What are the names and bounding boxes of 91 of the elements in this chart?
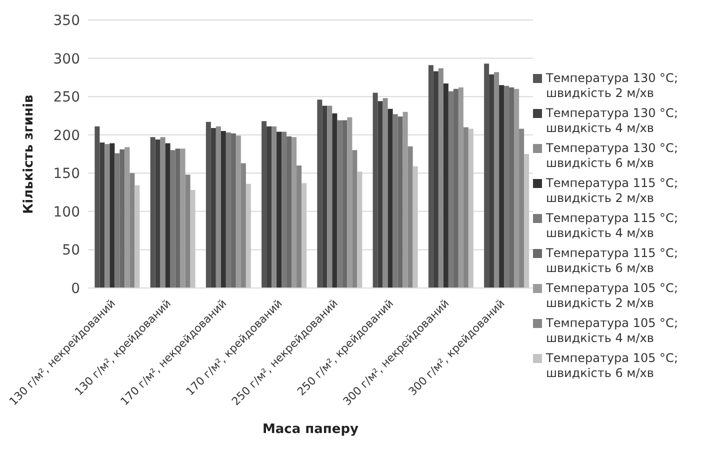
bar [408, 146, 413, 288]
bar [230, 133, 236, 288]
bar [433, 71, 438, 288]
bar [499, 85, 504, 288]
bar [398, 116, 403, 288]
bar [352, 150, 358, 288]
bar [185, 174, 190, 288]
legend-label: Температура 130 °C; швидкість 4 м/хв [546, 106, 679, 136]
bar [468, 128, 474, 288]
bar [165, 143, 170, 288]
bar [428, 65, 434, 288]
bar [206, 122, 211, 288]
bar [342, 120, 348, 288]
bar [519, 128, 524, 288]
bar [327, 106, 332, 288]
bar [484, 64, 490, 288]
bar [282, 132, 287, 288]
bar [286, 136, 292, 288]
bar [489, 74, 494, 288]
bar [458, 87, 464, 288]
y-tick-label: 200 [53, 128, 80, 144]
bar [402, 112, 408, 288]
bar [272, 126, 277, 288]
bar [453, 88, 458, 288]
bar [155, 139, 160, 288]
legend-label: Температура 115 °C; швидкість 4 м/хв [546, 210, 679, 240]
y-tick-label: 250 [53, 90, 80, 106]
bar [382, 98, 388, 288]
legend-label: Температура 130 °C; швидкість 2 м/хв [546, 70, 679, 100]
bar [317, 100, 322, 288]
bar [170, 150, 176, 288]
bar [220, 131, 226, 288]
bar [100, 142, 105, 288]
y-tick-label: 100 [53, 204, 80, 220]
bar [322, 106, 328, 288]
legend-label: Температура 130 °C; швидкість 6 м/хв [546, 140, 679, 170]
y-tick-label: 50 [62, 242, 80, 259]
bar [337, 120, 342, 288]
bar [494, 72, 500, 288]
bar [216, 126, 221, 288]
legend-label: Температура 115 °C; швидкість 2 м/хв [546, 176, 679, 206]
bar [524, 154, 530, 288]
bar [114, 153, 120, 288]
y-tick-label: 150 [53, 166, 80, 182]
bar [357, 172, 362, 288]
legend-label: Температура 115 °C; швидкість 6 м/хв [546, 246, 679, 276]
bar [296, 165, 302, 288]
bar [130, 173, 135, 288]
bar [104, 144, 110, 288]
bar [190, 190, 196, 288]
bar [347, 117, 352, 288]
bar [302, 183, 307, 288]
bar [120, 149, 125, 288]
bar [240, 163, 246, 288]
bar [226, 132, 231, 288]
bar [160, 137, 166, 288]
bar [438, 68, 444, 288]
bar [180, 148, 186, 288]
bar [388, 108, 393, 288]
bar [332, 113, 338, 288]
bar [150, 137, 156, 288]
bar [236, 136, 241, 288]
bar [448, 91, 454, 288]
bar [94, 126, 100, 288]
bar [392, 114, 398, 288]
bar [246, 184, 251, 288]
bar [124, 147, 130, 288]
y-axis-title: Кількість згинів [22, 94, 37, 214]
bar [463, 127, 468, 288]
bar [412, 166, 418, 288]
bar [372, 92, 378, 288]
y-tick-label: 300 [53, 51, 80, 68]
x-axis-title: Маса паперу [262, 422, 360, 437]
bar [443, 84, 448, 288]
y-tick-label: 350 [53, 12, 80, 29]
bar [514, 88, 520, 288]
bar [504, 86, 510, 288]
legend-label: Температура 105 °C; швидкість 6 м/хв [546, 350, 679, 380]
bar [276, 132, 282, 288]
bar [262, 121, 267, 288]
bar [210, 128, 216, 288]
legend-label: Температура 105 °C; швидкість 4 м/хв [546, 316, 679, 346]
bar [292, 137, 297, 288]
bar [378, 101, 383, 288]
legend-label: Температура 105 °C; швидкість 2 м/хв [546, 280, 679, 310]
bar [134, 185, 140, 288]
y-tick-label: 0 [71, 280, 80, 297]
bar [110, 143, 115, 288]
bar [509, 87, 514, 288]
bar [175, 148, 180, 288]
bar [266, 126, 272, 288]
